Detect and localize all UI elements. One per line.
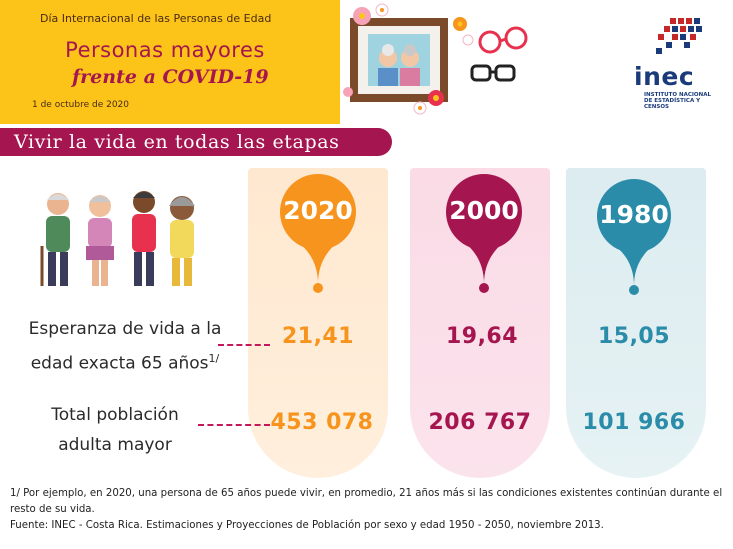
footnote: 1/ Por ejemplo, en 2020, una persona de … <box>10 488 723 515</box>
connector-dash <box>198 424 270 426</box>
year-label-2020: 2020 <box>283 196 353 225</box>
sub-title: frente a COVID-19 <box>72 66 269 88</box>
row-label-line: edad exacta 65 años1/ <box>20 344 230 379</box>
year-pin-1980 <box>597 179 671 295</box>
flower-icon <box>343 3 474 115</box>
event-title: Día Internacional de las Personas de Eda… <box>40 12 272 25</box>
elderly-people-illustration <box>40 191 195 286</box>
value-population-2020: 453 078 <box>270 410 374 435</box>
inec-logo-line2: DE ESTADÍSTICA Y CENSOS <box>644 98 701 110</box>
section-bar <box>0 128 392 156</box>
row-label-life-expectancy: Esperanza de vida a la edad exacta 65 añ… <box>20 314 230 379</box>
date-label: 1 de octubre de 2020 <box>32 100 130 110</box>
connector-dash <box>218 344 270 346</box>
year-label-2000: 2000 <box>449 196 519 225</box>
inec-logo-word: inec <box>634 62 695 91</box>
row-label-line: adulta mayor <box>58 435 172 455</box>
value-life-expectancy-2000: 19,64 <box>445 324 519 349</box>
header-yellow-panel <box>0 0 340 124</box>
main-title: Personas mayores <box>65 38 265 62</box>
row-label-line-text: edad exacta 65 años <box>30 353 209 374</box>
value-population-1980: 101 966 <box>582 410 686 435</box>
inec-logo-subtitle: INSTITUTO NACIONAL DE ESTADÍSTICA Y CENS… <box>644 92 724 110</box>
year-pin-2000 <box>446 174 522 293</box>
row-label-line: Esperanza de vida a la <box>28 319 222 339</box>
section-title: Vivir la vida en todas las etapas <box>14 131 340 153</box>
source-note: Fuente: INEC - Costa Rica. Estimaciones … <box>10 520 604 531</box>
value-population-2000: 206 767 <box>428 410 532 435</box>
value-life-expectancy-2020: 21,41 <box>281 324 355 349</box>
row-label-line: Total población <box>51 405 179 425</box>
year-label-1980: 1980 <box>599 200 669 229</box>
value-life-expectancy-1980: 15,05 <box>597 324 671 349</box>
inec-logo-line1: INSTITUTO NACIONAL <box>644 92 711 98</box>
year-pin-2020 <box>280 174 356 293</box>
row-label-total-population: Total población adulta mayor <box>30 400 200 460</box>
inec-logo-mark <box>656 18 702 54</box>
glasses-icon <box>470 26 528 82</box>
framed-photo-illustration <box>343 3 528 115</box>
footnote-marker: 1/ <box>208 352 220 365</box>
